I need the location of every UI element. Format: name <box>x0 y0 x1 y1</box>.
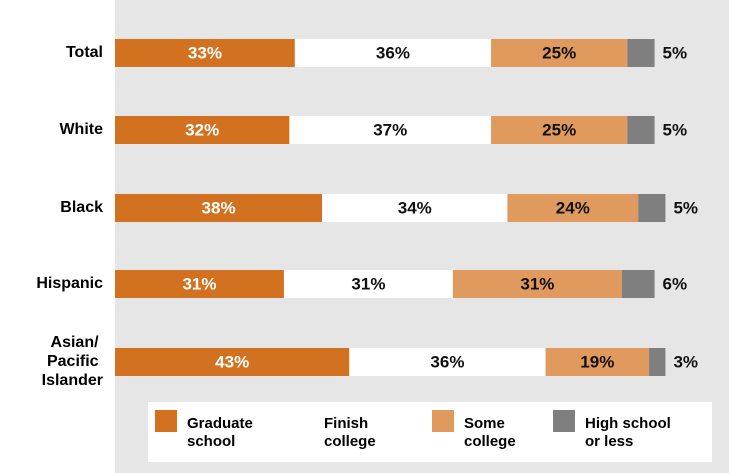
value-label: 31% <box>182 274 216 293</box>
value-label: 5% <box>673 198 698 217</box>
legend-swatch <box>432 410 454 432</box>
legend-label: Finish college <box>324 415 376 450</box>
legend-box <box>148 402 712 462</box>
value-label: 34% <box>398 198 432 217</box>
value-label: 36% <box>430 352 464 371</box>
bar-segment <box>545 348 650 376</box>
value-label: 43% <box>215 352 249 371</box>
legend-label: Some college <box>464 415 516 450</box>
category-label: Black <box>60 199 103 216</box>
category-label: White <box>59 121 103 138</box>
bar-segment <box>115 39 295 67</box>
legend-swatch <box>155 410 177 432</box>
bar-segment <box>638 194 666 222</box>
value-label: 33% <box>188 43 222 62</box>
category-label: Asian/ Pacific Islander <box>42 334 103 389</box>
bar-segment <box>322 194 508 222</box>
value-label: 3% <box>673 352 698 371</box>
bar-segment <box>289 116 492 144</box>
plot-background <box>115 0 729 473</box>
value-label: 5% <box>663 120 688 139</box>
value-label: 31% <box>520 274 554 293</box>
value-label: 19% <box>580 352 614 371</box>
value-label: 38% <box>202 198 236 217</box>
bar-segment <box>491 116 628 144</box>
value-label: 31% <box>351 274 385 293</box>
value-label: 25% <box>542 120 576 139</box>
bar-segment <box>491 39 628 67</box>
value-label: 37% <box>373 120 407 139</box>
category-label: Hispanic <box>36 275 103 292</box>
bar-segment <box>621 270 655 298</box>
value-label: 25% <box>542 43 576 62</box>
bar-segment <box>627 39 655 67</box>
legend-swatch <box>292 410 314 432</box>
bar-segment <box>115 348 350 376</box>
bar-segment <box>115 270 284 298</box>
category-label: Total <box>66 44 103 61</box>
bar-segment <box>649 348 666 376</box>
bar-segment <box>115 116 290 144</box>
bar-segment <box>627 116 655 144</box>
value-label: 6% <box>663 274 688 293</box>
value-label: 24% <box>556 198 590 217</box>
legend-label: Graduate school <box>187 415 257 450</box>
value-label: 5% <box>663 43 688 62</box>
bar-segment <box>115 194 323 222</box>
bar-segment <box>507 194 639 222</box>
bar-segment <box>349 348 546 376</box>
legend-swatch <box>553 410 575 432</box>
bar-segment <box>452 270 622 298</box>
value-label: 32% <box>185 120 219 139</box>
legend-label: High school or less <box>585 415 675 450</box>
bar-segment <box>283 270 453 298</box>
value-label: 36% <box>376 43 410 62</box>
bar-segment <box>294 39 492 67</box>
